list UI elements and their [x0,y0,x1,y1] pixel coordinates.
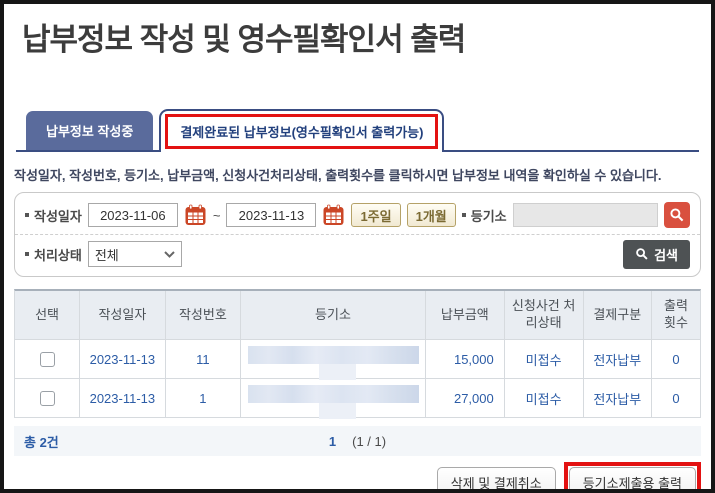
chevron-down-icon [164,250,175,258]
pagination: 1 (1 / 1) [14,434,701,449]
bullet-icon [25,213,29,217]
cell-status[interactable]: 미접수 [505,340,584,378]
tab-payment-in-progress[interactable]: 납부정보 작성중 [26,111,154,150]
registry-print-button[interactable]: 등기소제출용 출력 [568,467,696,489]
cell-registry-redacted[interactable] [241,379,426,419]
header-status: 신청사건 처리상태 [504,291,584,339]
cell-select [15,340,81,378]
print-button-highlight: 등기소제출용 출력 [563,462,701,489]
redaction-blur [248,346,420,380]
registry-label: 등기소 [461,206,507,225]
filter-row-status: 처리상태 전체 검색 [25,239,690,269]
header-date: 작성일자 [80,291,166,339]
header-amount: 납부금액 [425,291,505,339]
bullet-icon [25,252,29,256]
tab-completed-highlight: 결제완료된 납부정보(영수필확인서 출력가능) [165,114,439,149]
header-select: 선택 [15,291,81,339]
cell-print-count[interactable]: 0 [672,351,680,367]
cell-print-count[interactable]: 0 [672,390,680,406]
one-week-button[interactable]: 1주일 [351,203,401,227]
row-checkbox[interactable] [39,390,55,406]
table-header-row: 선택 작성일자 작성번호 등기소 납부금액 신청사건 처리상태 결제구분 출력 … [15,291,700,340]
cell-payment-type[interactable]: 전자납부 [584,379,652,417]
status-select[interactable]: 전체 [87,241,182,267]
one-month-button[interactable]: 1개월 [406,203,456,227]
cell-amount[interactable]: 27,000 [426,379,505,417]
cell-status[interactable]: 미접수 [505,379,584,417]
date-label: 작성일자 [25,206,82,225]
cell-payment-type[interactable]: 전자납부 [584,340,652,378]
table-row: 2023-11-13 11 15,000 미접수 전자납부 0 [15,340,700,380]
range-separator: ~ [212,207,221,223]
summary-bar: 총 2건 1 (1 / 1) [14,426,701,456]
date-from-input[interactable] [87,203,178,227]
cell-select [15,379,81,417]
page-title: 납부정보 작성 및 영수필확인서 출력 [22,22,466,57]
status-label: 처리상태 [25,245,82,264]
cell-number[interactable]: 1 [166,379,242,417]
pagination-page-1[interactable]: 1 [328,433,337,449]
date-to-input[interactable] [226,203,317,227]
bullet-icon [461,213,466,217]
table-row: 2023-11-13 1 27,000 미접수 전자납부 0 [15,379,700,419]
header-registry: 등기소 [241,291,426,339]
tab-bar: 납부정보 작성중 결제완료된 납부정보(영수필확인서 출력가능) [16,109,699,152]
header-print-count: 출력 횟수 [652,291,700,339]
search-icon [636,248,648,260]
registry-search-button[interactable] [664,202,690,228]
cell-date[interactable]: 2023-11-13 [80,340,166,378]
redaction-blur [248,385,420,419]
delete-cancel-button[interactable]: 삭제 및 결제취소 [436,467,556,489]
action-buttons: 삭제 및 결제취소 등기소제출용 출력 [4,462,701,489]
total-count: 총 2건 [24,434,59,450]
filter-divider [15,234,700,235]
registry-input[interactable] [512,203,658,227]
cell-amount[interactable]: 15,000 [426,340,505,378]
search-button[interactable]: 검색 [623,239,690,269]
header-number: 작성번호 [165,291,242,339]
calendar-icon[interactable] [184,204,207,227]
filter-panel: 작성일자 ~ 1주일 1개월 등기소 [14,192,701,277]
tab-payment-completed[interactable]: 결제완료된 납부정보(영수필확인서 출력가능) [159,109,445,152]
description-text: 작성일자, 작성번호, 등기소, 납부금액, 신청사건처리상태, 출력횟수를 클… [14,168,662,183]
payment-table: 선택 작성일자 작성번호 등기소 납부금액 신청사건 처리상태 결제구분 출력 … [14,289,701,419]
pagination-info: (1 / 1) [352,433,387,449]
cell-registry-redacted[interactable] [241,340,426,380]
filter-row-date: 작성일자 ~ 1주일 1개월 등기소 [25,201,690,229]
cell-date[interactable]: 2023-11-13 [80,379,166,417]
search-icon [670,208,684,222]
header-payment-type: 결제구분 [583,291,652,339]
cell-number[interactable]: 11 [166,340,242,378]
calendar-icon[interactable] [322,204,345,227]
row-checkbox[interactable] [39,351,55,367]
